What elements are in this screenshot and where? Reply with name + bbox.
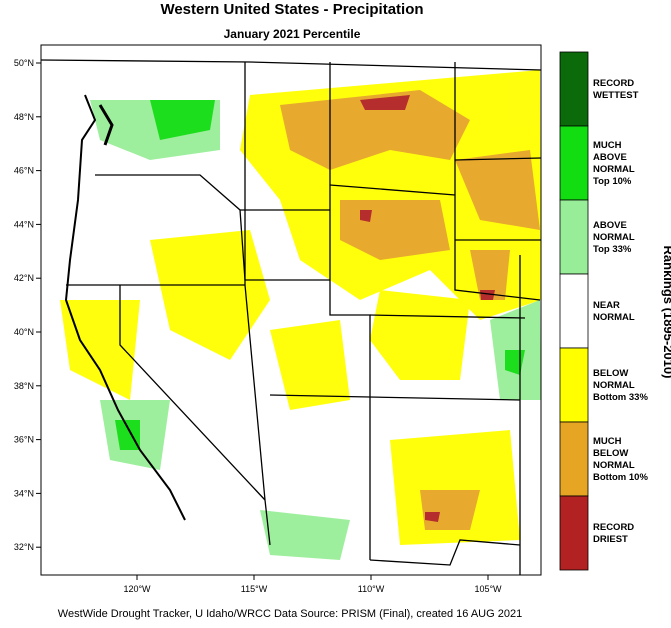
legend-label: Top 10% (593, 176, 632, 187)
lat-axis: 50°N 48°N 46°N 44°N 42°N 40°N 38°N 36°N 34°N 32°N (14, 58, 41, 552)
lat-label: 42°N (14, 273, 34, 283)
map: 50°N 48°N 46°N 44°N 42°N 40°N 38°N 36°N 34°N 32°N… (14, 44, 542, 594)
lat-label: 36°N (14, 435, 34, 445)
legend-label: NORMAL (593, 312, 635, 323)
legend-label: NORMAL (593, 460, 635, 471)
legend-label: Bottom 10% (593, 472, 648, 483)
legend-label: ABOVE (593, 220, 627, 231)
lon-label: 105°W (474, 584, 502, 594)
legend-swatch (559, 51, 589, 127)
lon-axis: 120°W 115°W 110°W 105°W (123, 575, 502, 594)
legend-swatch (559, 495, 589, 571)
legend-label: RECORD (593, 522, 634, 533)
legend-swatch (559, 125, 589, 201)
lat-label: 48°N (14, 112, 34, 122)
lon-label: 110°W (358, 584, 385, 594)
legend-label: Top 33% (593, 244, 632, 255)
lat-label: 32°N (14, 542, 34, 552)
legend-label: NORMAL (593, 380, 635, 391)
lat-label: 44°N (14, 219, 34, 229)
legend-label: ABOVE (593, 152, 627, 163)
legend-label: MUCH (593, 140, 622, 151)
legend-label: NORMAL (593, 232, 635, 243)
legend-swatch (559, 347, 589, 423)
legend-label: MUCH (593, 436, 622, 447)
legend-label: Bottom 33% (593, 392, 648, 403)
legend-label: WETTEST (593, 90, 639, 101)
legend-swatch (559, 199, 589, 275)
title: Western United States - Precipitation (160, 1, 423, 18)
legend-label: RECORD (593, 78, 634, 89)
footer-credit: WestWide Drought Tracker, U Idaho/WRCC D… (58, 608, 522, 620)
legend-swatch (559, 421, 589, 497)
lat-label: 46°N (14, 166, 34, 176)
lon-label: 120°W (123, 584, 151, 594)
subtitle: January 2021 Percentile (224, 27, 361, 41)
legend-label: BELOW (593, 368, 628, 379)
lat-label: 50°N (14, 58, 34, 68)
lat-label: 34°N (14, 488, 34, 498)
legend-label: NORMAL (593, 164, 635, 175)
lon-label: 115°W (241, 584, 268, 594)
legend-label: NEAR (593, 300, 620, 311)
legend-title: Rankings (1895-2010) (661, 246, 671, 379)
legend-label: BELOW (593, 448, 628, 459)
lat-label: 38°N (14, 381, 34, 391)
lat-label: 40°N (14, 327, 34, 337)
legend-label: DRIEST (593, 534, 628, 545)
legend-swatch (559, 273, 589, 349)
